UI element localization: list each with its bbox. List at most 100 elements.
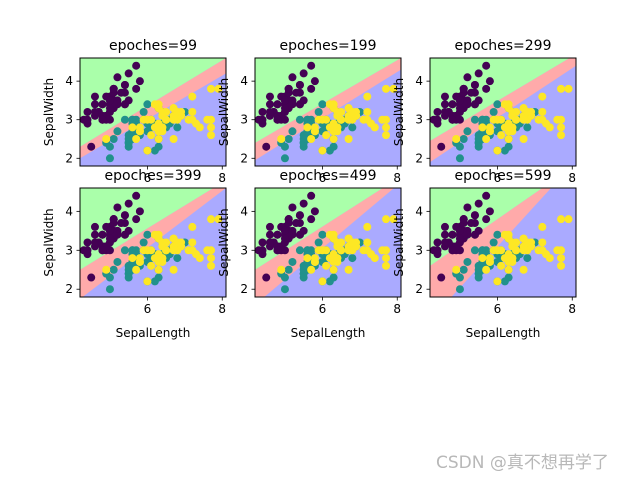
data-point bbox=[493, 277, 502, 286]
data-point bbox=[162, 115, 171, 124]
x-axis-label: SepalLength bbox=[291, 326, 366, 340]
data-point bbox=[169, 104, 178, 113]
data-point bbox=[474, 96, 483, 105]
data-point bbox=[188, 238, 197, 247]
data-point bbox=[169, 246, 178, 255]
data-point bbox=[557, 254, 566, 263]
data-point bbox=[307, 135, 316, 143]
data-point bbox=[519, 246, 528, 255]
data-point bbox=[273, 100, 282, 109]
y-tick-label: 2 bbox=[240, 282, 248, 296]
watermark: CSDN @真不想再学了 bbox=[436, 453, 609, 473]
data-point bbox=[523, 123, 532, 132]
data-point bbox=[512, 115, 521, 124]
x-tick-label: 8 bbox=[568, 302, 576, 316]
data-point bbox=[265, 92, 274, 101]
data-point bbox=[497, 131, 506, 140]
data-point bbox=[105, 285, 114, 294]
x-tick-label: 8 bbox=[218, 302, 226, 316]
data-point bbox=[113, 73, 122, 82]
data-point bbox=[433, 238, 442, 247]
data-point bbox=[105, 96, 114, 105]
data-point bbox=[463, 73, 472, 82]
data-point bbox=[98, 230, 107, 239]
data-point bbox=[98, 115, 107, 124]
data-point bbox=[482, 265, 491, 274]
y-tick-label: 4 bbox=[415, 74, 423, 88]
data-point bbox=[169, 234, 178, 243]
data-point bbox=[284, 215, 293, 224]
data-point bbox=[87, 273, 96, 282]
data-point bbox=[538, 222, 547, 231]
data-point bbox=[310, 77, 319, 86]
data-point bbox=[493, 230, 502, 239]
data-point bbox=[363, 222, 372, 231]
data-point bbox=[455, 234, 464, 243]
subplot-4: 6 8 2 3 4 epoches=399 SepalWidth SepalLength bbox=[42, 168, 227, 340]
y-tick-label: 2 bbox=[65, 282, 73, 296]
data-point bbox=[519, 135, 528, 143]
data-point bbox=[188, 222, 197, 231]
data-point bbox=[538, 238, 547, 247]
data-point bbox=[135, 257, 144, 266]
data-point bbox=[467, 88, 476, 97]
data-point bbox=[288, 257, 297, 266]
data-point bbox=[265, 100, 274, 109]
y-tick-label: 3 bbox=[240, 243, 248, 257]
y-tick-label: 2 bbox=[415, 151, 423, 165]
data-point bbox=[474, 199, 483, 208]
data-point bbox=[135, 77, 144, 86]
data-point bbox=[307, 215, 316, 224]
data-point bbox=[538, 115, 547, 124]
data-point bbox=[98, 246, 107, 255]
data-point bbox=[120, 81, 129, 89]
data-point bbox=[564, 215, 573, 224]
data-point bbox=[288, 73, 297, 82]
data-point bbox=[455, 273, 464, 282]
data-point bbox=[474, 69, 483, 78]
x-tick-label: 6 bbox=[494, 171, 502, 185]
data-point bbox=[303, 123, 312, 132]
data-point bbox=[440, 238, 449, 247]
data-point bbox=[382, 261, 391, 270]
data-point bbox=[90, 238, 99, 247]
data-point bbox=[370, 123, 379, 132]
axes-frame bbox=[429, 187, 577, 298]
data-point bbox=[280, 104, 289, 113]
data-point bbox=[504, 254, 513, 263]
data-point bbox=[557, 261, 566, 270]
data-point bbox=[188, 108, 197, 116]
data-point bbox=[493, 100, 502, 109]
data-point bbox=[154, 135, 163, 143]
data-point bbox=[273, 246, 282, 255]
data-point bbox=[83, 238, 92, 247]
x-tick-label: 6 bbox=[494, 302, 502, 316]
data-point bbox=[280, 154, 289, 163]
data-point bbox=[83, 108, 92, 116]
data-point bbox=[207, 261, 216, 270]
data-point bbox=[329, 135, 338, 143]
data-point bbox=[105, 104, 114, 113]
data-point bbox=[83, 246, 92, 255]
y-tick-label: 3 bbox=[65, 113, 73, 127]
data-point bbox=[512, 246, 521, 255]
data-point bbox=[325, 230, 334, 239]
data-point bbox=[557, 84, 566, 93]
data-point bbox=[258, 238, 267, 247]
x-tick-label: 8 bbox=[568, 171, 576, 185]
y-tick-label: 4 bbox=[65, 74, 73, 88]
region-setosa bbox=[430, 188, 543, 266]
data-point bbox=[557, 131, 566, 140]
data-point bbox=[318, 100, 327, 109]
data-point bbox=[173, 254, 182, 263]
data-point bbox=[258, 108, 267, 116]
data-point bbox=[258, 246, 267, 255]
data-point bbox=[500, 230, 509, 239]
data-point bbox=[307, 61, 316, 70]
data-point bbox=[117, 88, 126, 97]
data-point bbox=[102, 265, 111, 274]
data-point bbox=[318, 146, 327, 155]
data-point bbox=[363, 115, 372, 124]
data-point bbox=[105, 142, 114, 151]
data-point bbox=[382, 131, 391, 140]
